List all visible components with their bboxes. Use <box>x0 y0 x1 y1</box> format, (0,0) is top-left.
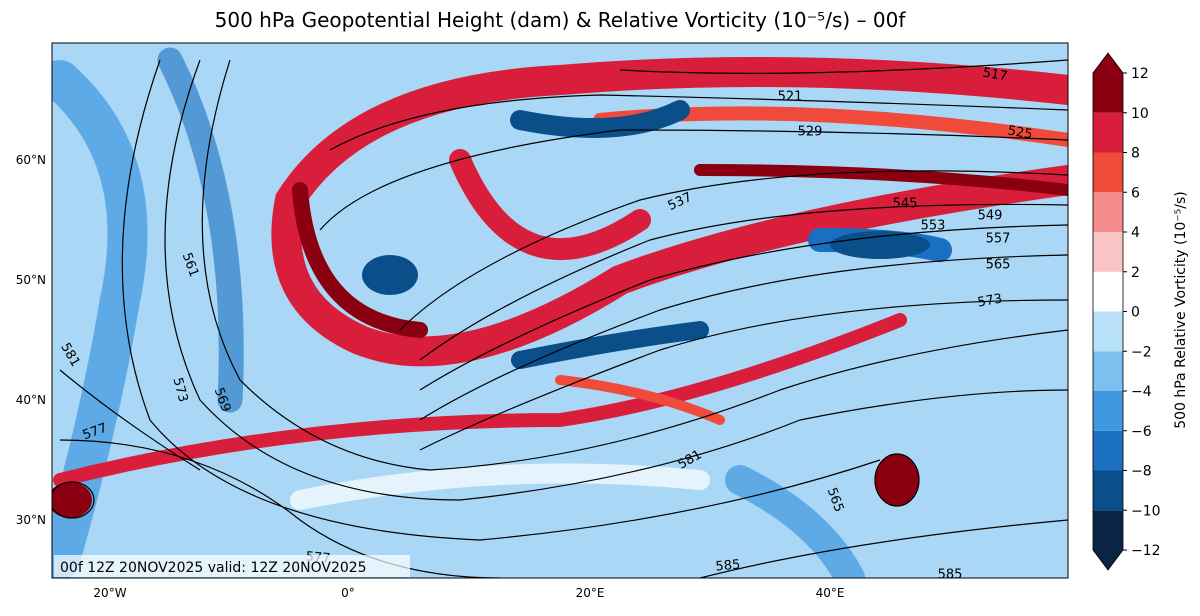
colorbar: −12 −10 −8 −6 −4 −2 0 2 4 6 8 10 12 <box>1092 52 1161 571</box>
footer-text: 00f 12Z 20NOV2025 valid: 12Z 20NOV2025 <box>60 560 367 576</box>
footer-box <box>54 555 410 577</box>
colorbar-band <box>1093 311 1123 352</box>
contour-label: 565 <box>986 258 1011 273</box>
colorbar-arrow-bottom <box>1093 550 1123 570</box>
lat-labels: 60°N 50°N 40°N 30°N <box>16 153 46 527</box>
contour-label: 525 <box>1006 123 1033 142</box>
map-frame <box>51 42 1069 579</box>
colorbar-band <box>1093 271 1123 312</box>
colorbar-tick-label: 8 <box>1131 146 1140 162</box>
colorbar-tick-label: 12 <box>1131 66 1149 82</box>
title: 500 hPa Geopotential Height (dam) & Rela… <box>215 8 907 32</box>
colorbar-band <box>1093 192 1123 232</box>
lon-labels: 20°W 0° 20°E 40°E <box>93 586 844 600</box>
contour-label: 549 <box>978 209 1003 224</box>
contour-label: 517 <box>981 65 1008 84</box>
contour-label: 573 <box>170 376 191 404</box>
colorbar-band <box>1093 351 1123 391</box>
colorbar-tick-label: 0 <box>1131 305 1140 321</box>
lat-label: 60°N <box>16 153 46 167</box>
colorbar-tick-label: −10 <box>1131 503 1161 519</box>
contour-label: 585 <box>715 557 741 574</box>
contour-label: 585 <box>938 568 963 583</box>
contour-label: 553 <box>921 219 946 234</box>
contour-label: 557 <box>986 232 1011 247</box>
height-contours <box>52 59 1068 578</box>
contour-label: 545 <box>893 197 918 212</box>
lon-label: 20°E <box>576 586 605 600</box>
lat-label: 50°N <box>16 273 46 287</box>
lon-label: 20°W <box>93 586 126 600</box>
colorbar-band <box>1093 430 1123 471</box>
colorbar-band <box>1093 232 1123 272</box>
colorbar-band <box>1093 470 1123 511</box>
lat-label: 40°N <box>16 393 46 407</box>
contour-label: 521 <box>778 90 803 105</box>
colorbar-label: 500 hPa Relative Vorticity (10⁻⁵/s) <box>1173 191 1189 429</box>
contour-label: 573 <box>976 291 1003 310</box>
colorbar-tick-label: 4 <box>1131 225 1140 241</box>
colorbar-arrow-top <box>1093 53 1123 73</box>
colorbar-tick-label: −2 <box>1131 344 1152 360</box>
colorbar-tick-label: 2 <box>1131 265 1140 281</box>
colorbar-tick-label: −4 <box>1131 384 1152 400</box>
colorbar-band <box>1093 73 1123 113</box>
lat-label: 30°N <box>16 513 46 527</box>
colorbar-band <box>1093 152 1123 193</box>
colorbar-tick-label: −6 <box>1131 424 1152 440</box>
colorbar-band <box>1093 391 1123 431</box>
lon-label: 0° <box>341 586 355 600</box>
colorbar-tick-label: 6 <box>1131 185 1140 201</box>
colorbar-band <box>1093 112 1123 153</box>
colorbar-band <box>1093 510 1123 550</box>
colorbar-tick-label: −8 <box>1131 464 1152 480</box>
colorbar-tick-label: −12 <box>1131 543 1161 559</box>
lon-label: 40°E <box>816 586 845 600</box>
colorbar-tick-label: 10 <box>1131 106 1149 122</box>
contour-label: 529 <box>798 125 823 140</box>
